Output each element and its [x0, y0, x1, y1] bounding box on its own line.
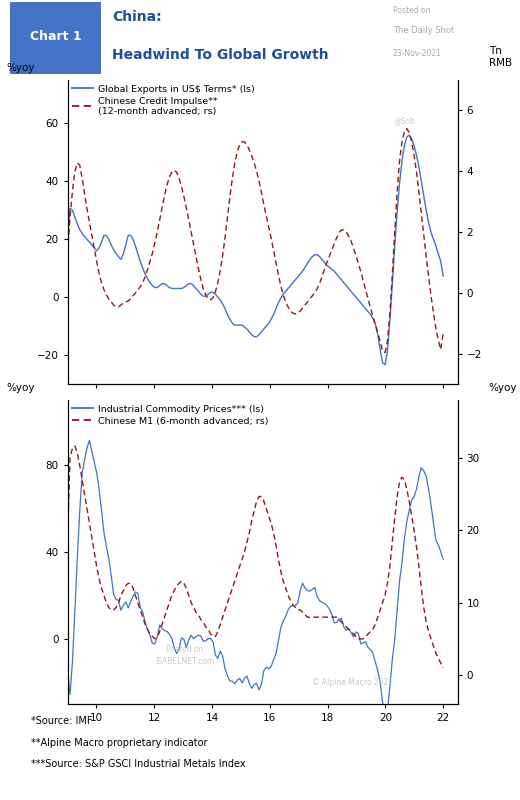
Y-axis label: %yoy: %yoy — [6, 383, 34, 393]
Text: Posted on
ISABELNET.com: Posted on ISABELNET.com — [155, 645, 214, 666]
Text: @Sob: @Sob — [393, 117, 415, 126]
Text: Headwind To Global Growth: Headwind To Global Growth — [112, 48, 329, 62]
Y-axis label: %yoy: %yoy — [6, 63, 34, 73]
Text: ***Source: S&P GSCI Industrial Metals Index: ***Source: S&P GSCI Industrial Metals In… — [31, 759, 246, 770]
Text: 23-Nov-2021: 23-Nov-2021 — [393, 49, 441, 58]
Text: Chart 1: Chart 1 — [30, 30, 82, 43]
Text: *Source: IMF: *Source: IMF — [31, 716, 93, 726]
Text: China:: China: — [112, 10, 161, 24]
Y-axis label: Tn
RMB: Tn RMB — [489, 46, 512, 68]
Legend: Industrial Commodity Prices*** (ls), Chinese M1 (6-month advanced; rs): Industrial Commodity Prices*** (ls), Chi… — [72, 405, 268, 426]
Text: Posted on: Posted on — [393, 6, 430, 15]
Text: **Alpine Macro proprietary indicator: **Alpine Macro proprietary indicator — [31, 738, 207, 747]
Legend: Global Exports in US$ Terms* (ls), Chinese Credit Impulse**
(12-month advanced; : Global Exports in US$ Terms* (ls), Chine… — [72, 85, 255, 116]
Text: The Daily Shot: The Daily Shot — [393, 26, 454, 35]
Y-axis label: %yoy: %yoy — [489, 383, 517, 393]
Text: © Alpine Macro 2021: © Alpine Macro 2021 — [311, 678, 393, 687]
Bar — [10, 2, 101, 74]
